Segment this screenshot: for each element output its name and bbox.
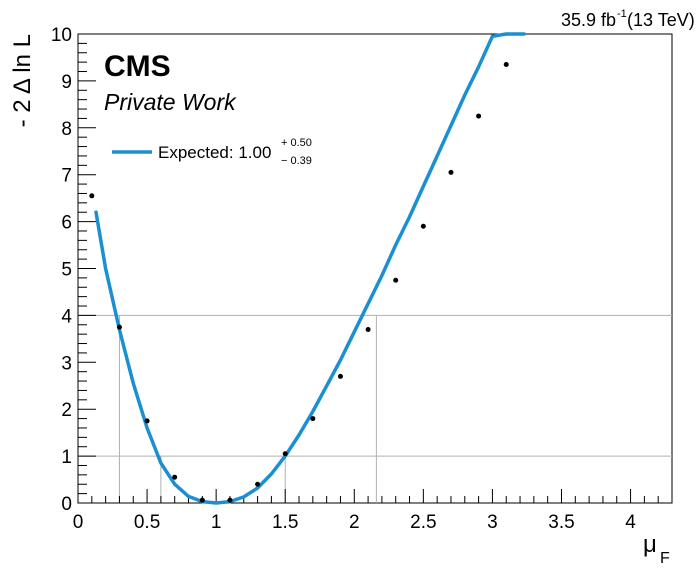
- energy-label: (13 TeV): [627, 10, 695, 30]
- y-tick-label: 3: [61, 353, 72, 374]
- scan-point: [393, 277, 399, 283]
- scan-point: [144, 418, 150, 424]
- y-tick-label: 5: [61, 260, 72, 281]
- legend-upper: + 0.50: [281, 137, 312, 149]
- cms-label: CMS: [104, 50, 171, 83]
- scan-point: [89, 193, 95, 199]
- x-tick-label: 1: [211, 512, 222, 533]
- scan-point: [255, 481, 261, 487]
- x-tick-label: 1.5: [272, 512, 298, 533]
- x-tick-label: 0: [73, 512, 84, 533]
- x-axis: 0 0.5 1 1.5 2 2.5 3 3.5 4: [73, 489, 659, 533]
- scan-point: [172, 474, 178, 480]
- x-axis-title: μ: [643, 531, 657, 558]
- scan-point: [116, 324, 122, 330]
- x-tick-label: 4: [625, 512, 636, 533]
- y-axis: 0 1 2 3 4 5 6 7 8 9 10: [51, 25, 96, 515]
- x-tick-label: 2.5: [410, 512, 436, 533]
- reference-lines: [78, 314, 672, 503]
- scan-point: [420, 223, 426, 229]
- x-axis-title-sub: F: [660, 550, 670, 567]
- x-tick-label: 0.5: [134, 512, 160, 533]
- legend-lower: − 0.39: [281, 155, 312, 167]
- y-axis-title: - 2 Δ ln L: [9, 34, 36, 127]
- private-work-label: Private Work: [104, 89, 237, 115]
- scan-point: [448, 169, 454, 175]
- x-tick-label: 3: [487, 512, 498, 533]
- y-tick-label: 6: [61, 213, 72, 234]
- lumi-exponent: -1: [617, 8, 627, 20]
- y-tick-label: 4: [61, 306, 72, 327]
- scan-point: [199, 497, 205, 503]
- y-tick-label: 0: [61, 494, 72, 515]
- scan-point: [503, 61, 509, 67]
- y-tick-label: 10: [51, 25, 72, 46]
- lumi-label: 35.9 fb: [561, 10, 616, 30]
- scan-points-layer: [89, 61, 509, 503]
- y-tick-label: 1: [61, 447, 72, 468]
- scan-point: [310, 416, 316, 422]
- y-tick-label: 9: [61, 72, 72, 93]
- scan-point: [337, 373, 343, 379]
- legend-entry: Expected: 1.00: [158, 143, 271, 162]
- scan-point: [282, 451, 288, 457]
- scan-point: [365, 326, 371, 332]
- x-tick-label: 3.5: [548, 512, 574, 533]
- scan-point: [227, 497, 233, 503]
- x-tick-label: 2: [349, 512, 360, 533]
- y-tick-label: 2: [61, 400, 72, 421]
- series-curve: [94, 32, 526, 505]
- series-layer: [94, 32, 526, 505]
- y-tick-label: 8: [61, 119, 72, 140]
- scan-point: [476, 113, 482, 119]
- y-tick-label: 7: [61, 166, 72, 187]
